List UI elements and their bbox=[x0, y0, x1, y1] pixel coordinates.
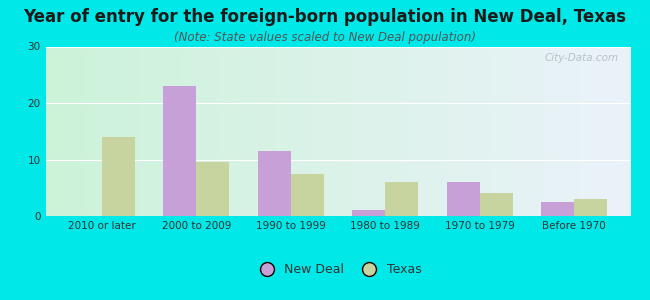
Bar bbox=[574, 199, 607, 216]
Bar bbox=[352, 210, 385, 216]
Bar bbox=[163, 86, 196, 216]
Text: (Note: State values scaled to New Deal population): (Note: State values scaled to New Deal p… bbox=[174, 32, 476, 44]
Bar bbox=[102, 137, 135, 216]
Bar bbox=[258, 151, 291, 216]
Legend: New Deal, Texas: New Deal, Texas bbox=[250, 258, 426, 281]
Bar bbox=[385, 182, 418, 216]
Bar bbox=[196, 162, 229, 216]
Text: City-Data.com: City-Data.com bbox=[545, 53, 619, 63]
Bar bbox=[480, 194, 513, 216]
Bar bbox=[291, 174, 324, 216]
Bar bbox=[447, 182, 480, 216]
Bar bbox=[541, 202, 574, 216]
Text: Year of entry for the foreign-born population in New Deal, Texas: Year of entry for the foreign-born popul… bbox=[23, 8, 627, 26]
